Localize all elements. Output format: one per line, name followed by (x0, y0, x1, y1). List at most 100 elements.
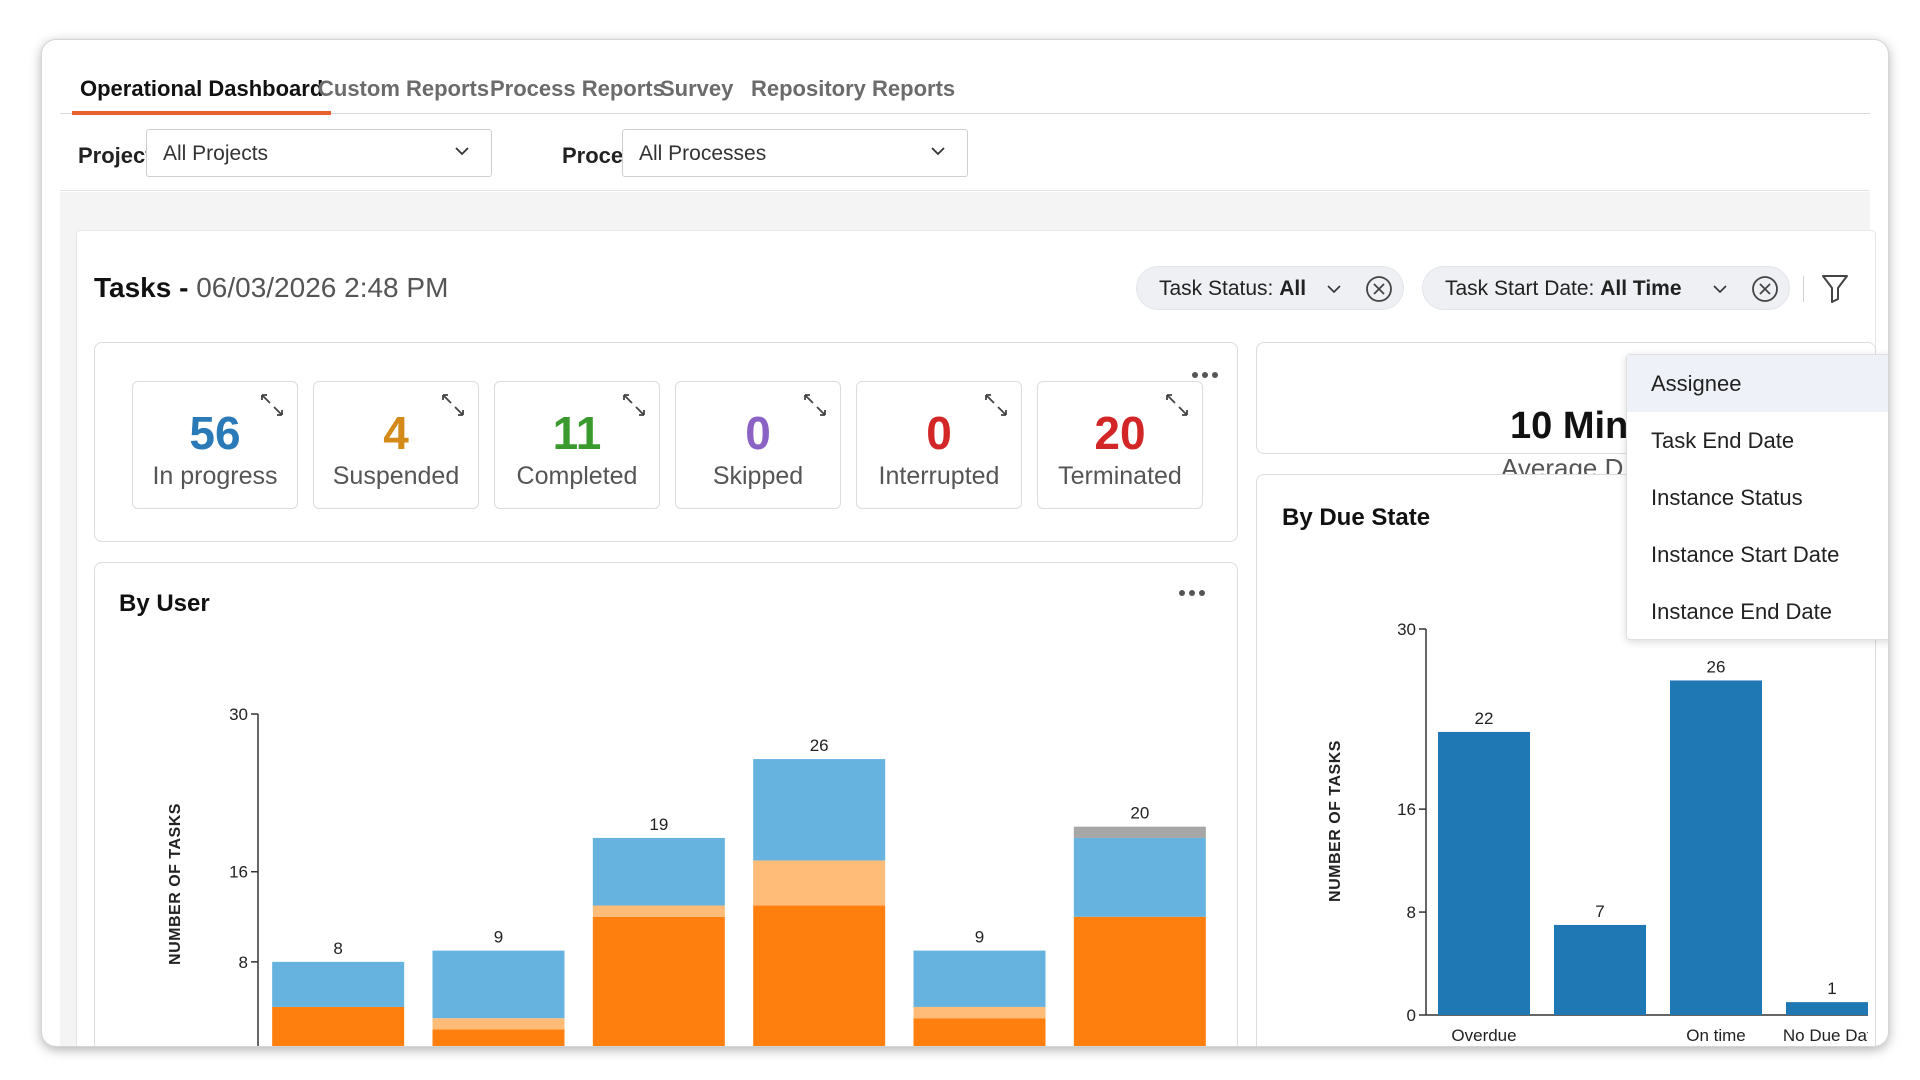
bar (1786, 1002, 1868, 1015)
chevron-down-icon (1713, 285, 1727, 294)
bar-segment (1073, 826, 1206, 838)
bar-segment (272, 1006, 405, 1046)
menu-item-instance-status[interactable]: Instance Status (1651, 485, 1803, 510)
bar-total-label: 19 (649, 815, 668, 834)
stat-tile-terminated[interactable]: 20 Terminated (1037, 381, 1203, 509)
by-due-state-chart: NUMBER OF TASKS 0 8 16 30 22 Overdue 7 26 On time… (1327, 620, 1868, 1045)
filter-bar: Project All Projects Process All Process… (60, 115, 1870, 191)
stat-value: 0 (745, 407, 771, 459)
stat-label: Completed (516, 462, 638, 490)
bar-segment (432, 950, 565, 1019)
stat-label: Skipped (712, 462, 804, 490)
menu-item-assignee[interactable]: Assignee (1627, 355, 1888, 412)
menu-item-instance-end-date[interactable]: Instance End Date (1651, 599, 1833, 624)
chevron-down-icon (1327, 285, 1341, 294)
y-tick-label: 30 (229, 705, 248, 724)
y-tick-label: 8 (1407, 903, 1416, 922)
stat-value: 4 (383, 407, 409, 459)
stat-label: In progress (152, 462, 278, 490)
y-tick-label: 0 (239, 1043, 248, 1046)
bar-segment (1073, 837, 1206, 917)
stat-value: 11 (552, 407, 602, 459)
bar-value-label: 26 (1707, 657, 1726, 676)
bar-segment (272, 961, 405, 1007)
by-user-chart: NUMBER OF TASKS 0 8 16 30 8 9 19 26 9 20 (167, 705, 1206, 1046)
x-category-label: No Due Date (1783, 1026, 1868, 1045)
stat-tile-suspended[interactable]: 4 Suspended (313, 381, 479, 509)
expand-icon[interactable] (983, 392, 1009, 418)
bar-value-label: 1 (1827, 979, 1836, 998)
bar (1554, 924, 1646, 1015)
tasks-timestamp: 06/03/2026 2:48 PM (196, 272, 449, 303)
bar-total-label: 9 (975, 928, 984, 947)
by-due-state-title: By Due State (1282, 504, 1431, 531)
bar-segment (432, 1029, 565, 1046)
process-select-value: All Processes (639, 142, 767, 165)
bar-segment (913, 1006, 1046, 1019)
bar (1438, 731, 1530, 1015)
tab-repository-reports[interactable]: Repository Reports (751, 76, 956, 101)
more-options-icon[interactable] (1192, 372, 1220, 380)
bar-segment (913, 950, 1046, 1007)
stat-value: 20 (1094, 407, 1146, 459)
bar-segment (753, 860, 886, 906)
bar-value-label: 22 (1475, 709, 1494, 728)
bar-segment (592, 837, 725, 906)
x-category-label: On time (1686, 1026, 1746, 1045)
task-status-filter-chip[interactable]: Task Status: All (1136, 266, 1404, 310)
stat-tile-completed[interactable]: 11 Completed (494, 381, 660, 509)
expand-icon[interactable] (1164, 392, 1190, 418)
stat-tile-interrupted[interactable]: 0 Interrupted (856, 381, 1022, 509)
stat-label: Suspended (332, 462, 460, 490)
tab-custom-reports[interactable]: Custom Reports (318, 76, 490, 101)
tab-process-reports[interactable]: Process Reports (490, 76, 665, 101)
process-select[interactable]: All Processes (622, 129, 968, 177)
tab-survey[interactable]: Survey (660, 76, 734, 101)
chip-value: All Time (1600, 277, 1682, 300)
task-start-date-filter-chip[interactable]: Task Start Date: All Time (1422, 266, 1790, 310)
clear-circle-icon[interactable] (1751, 275, 1779, 303)
stat-value: 0 (926, 407, 952, 459)
expand-icon[interactable] (621, 392, 647, 418)
bar-segment (592, 916, 725, 1046)
clear-circle-icon[interactable] (1365, 275, 1393, 303)
y-tick-label: 0 (1407, 1006, 1416, 1025)
menu-item-instance-start-date[interactable]: Instance Start Date (1651, 542, 1840, 567)
bar-segment (1073, 916, 1206, 1046)
stat-value: 56 (189, 407, 241, 459)
stat-label: Interrupted (878, 462, 1000, 490)
tasks-title: Tasks - 06/03/2026 2:48 PM (94, 272, 448, 304)
expand-icon[interactable] (259, 392, 285, 418)
project-select[interactable]: All Projects (146, 129, 492, 177)
chip-key: Task Start Date: (1445, 277, 1601, 300)
x-category-label: Overdue (1451, 1026, 1516, 1045)
stat-label: Terminated (1058, 462, 1182, 490)
bar-total-label: 9 (494, 928, 503, 947)
y-tick-label: 8 (239, 953, 248, 972)
bar-segment (913, 1018, 1046, 1046)
by-user-title: By User (119, 590, 210, 617)
y-axis-label: NUMBER OF TASKS (167, 803, 184, 965)
bar (1670, 680, 1762, 1015)
expand-icon[interactable] (802, 392, 828, 418)
y-tick-label: 16 (229, 863, 248, 882)
chip-value: All (1279, 277, 1307, 300)
toolbar-divider (1803, 276, 1804, 302)
expand-icon[interactable] (440, 392, 466, 418)
bar-total-label: 20 (1130, 804, 1149, 823)
more-options-icon[interactable] (1179, 590, 1207, 598)
stat-tile-skipped[interactable]: 0 Skipped (675, 381, 841, 509)
menu-item-task-end-date[interactable]: Task End Date (1651, 428, 1795, 453)
stat-tile-in-progress[interactable]: 56 In progress (132, 381, 298, 509)
y-axis-label: NUMBER OF TASKS (1327, 740, 1344, 902)
bar-segment (753, 759, 886, 861)
project-select-value: All Projects (163, 142, 269, 165)
chip-key: Task Status: (1159, 277, 1280, 300)
y-tick-label: 16 (1397, 800, 1416, 819)
report-tabs: Operational Dashboard Custom Reports Pro… (60, 66, 1870, 115)
tab-operational-dashboard[interactable]: Operational Dashboard (71, 74, 332, 115)
chevron-down-icon (455, 147, 469, 156)
bar-segment (432, 1018, 565, 1030)
filter-icon[interactable] (1820, 272, 1850, 304)
bar-total-label: 26 (810, 736, 829, 755)
